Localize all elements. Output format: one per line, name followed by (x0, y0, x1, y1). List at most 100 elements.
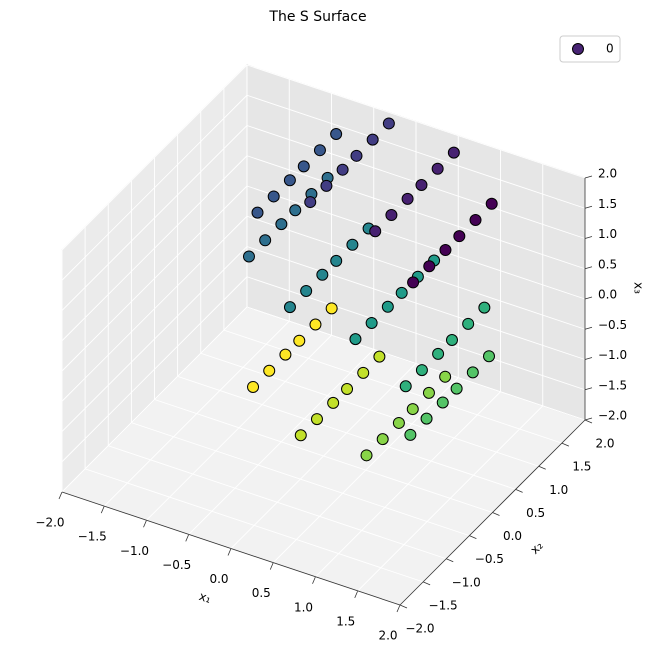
tick-mark (469, 535, 477, 539)
axis-line (399, 419, 586, 606)
point (297, 160, 310, 173)
point (439, 370, 452, 383)
point (466, 366, 479, 379)
tick-mark (584, 357, 593, 360)
tick-label: −1.0 (120, 544, 149, 558)
point (242, 250, 255, 263)
tick-mark (143, 520, 147, 528)
point (445, 334, 458, 347)
point (336, 163, 349, 176)
point (432, 347, 445, 360)
grid-line (246, 246, 586, 360)
grid-line (200, 352, 539, 467)
point (382, 117, 395, 130)
tick-mark (446, 558, 454, 563)
tick-mark (422, 581, 431, 586)
tick-label: −0.5 (475, 552, 504, 566)
tick-label: 2.0 (598, 167, 617, 181)
grid-line (246, 64, 586, 179)
tick-label: 1.5 (336, 614, 355, 628)
point (263, 364, 276, 377)
tick-label: −2.0 (598, 409, 627, 423)
tick-label: 1.5 (598, 197, 617, 211)
point (431, 162, 444, 175)
point (346, 238, 359, 251)
tick-label: −2.0 (405, 622, 434, 636)
point (357, 366, 370, 379)
point (401, 192, 414, 205)
point (392, 416, 405, 429)
tick-label: −1.5 (78, 530, 107, 544)
tick-label: 1.0 (294, 600, 313, 614)
tick-mark (396, 604, 401, 613)
grid-line (61, 215, 248, 402)
tick-mark (584, 296, 593, 300)
grid-line (177, 375, 516, 490)
point (325, 302, 338, 315)
point (309, 318, 322, 331)
point (320, 179, 333, 192)
point (395, 286, 408, 299)
tick-label: −2.0 (35, 516, 64, 530)
tick-mark (584, 175, 593, 179)
grid-line (61, 64, 248, 251)
point (376, 433, 389, 446)
tick-label: −1.0 (598, 348, 627, 362)
point (404, 428, 417, 441)
point (482, 350, 495, 363)
tick-mark (399, 604, 408, 609)
tick-label: −1.5 (429, 598, 458, 612)
grid-line (84, 468, 424, 583)
point (259, 234, 272, 247)
point (485, 197, 498, 210)
point (330, 128, 343, 141)
tick-mark (312, 576, 316, 584)
point (310, 413, 323, 426)
tick-label: 0.5 (598, 257, 617, 271)
tick-label: 0.5 (252, 586, 271, 600)
grid-line (246, 155, 586, 270)
legend-marker (572, 43, 584, 55)
point (447, 146, 460, 159)
tick-mark (584, 266, 593, 270)
point (469, 213, 482, 226)
point (304, 196, 317, 209)
tick-mark (584, 419, 593, 424)
point (406, 403, 419, 416)
point (350, 149, 363, 162)
point (283, 301, 296, 314)
tick-mark (515, 489, 523, 493)
chart-title: The S Surface (268, 9, 366, 25)
axis-line (61, 491, 401, 606)
tick-mark (492, 512, 500, 516)
point (373, 350, 386, 363)
point (289, 204, 302, 217)
tick-label: −1.5 (598, 378, 627, 392)
grid-line (246, 125, 586, 239)
grid-line (61, 94, 248, 281)
point (283, 174, 296, 187)
tick-label: −0.5 (162, 558, 191, 572)
tick-label: −1.0 (452, 575, 481, 589)
point (316, 268, 329, 281)
tick-mark (100, 505, 105, 514)
legend-label: 0 (606, 42, 614, 56)
point (360, 449, 373, 462)
tick-mark (584, 417, 593, 421)
tick-mark (584, 387, 593, 391)
grid-line (223, 329, 563, 444)
point (267, 190, 280, 203)
point (294, 429, 307, 442)
tick-mark (58, 491, 63, 500)
point (407, 276, 420, 289)
tick-label: −0.5 (598, 318, 627, 332)
point (415, 364, 428, 377)
tick-label: 1.0 (598, 227, 617, 241)
tick-mark (538, 465, 546, 470)
tick-label: 0.0 (503, 529, 522, 543)
grid-line (131, 422, 470, 537)
grid-line (61, 276, 248, 463)
tick-mark (269, 562, 274, 570)
grid-line (246, 185, 586, 300)
